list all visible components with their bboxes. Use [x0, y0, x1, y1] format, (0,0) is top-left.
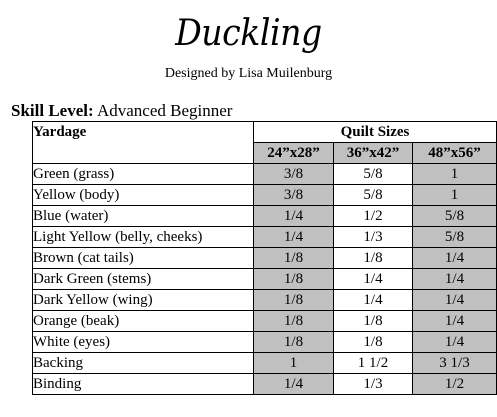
yardage-value: 5/8	[412, 205, 497, 227]
yardage-value: 1/8	[253, 331, 334, 353]
yardage-value: 1/4	[333, 268, 413, 290]
fabric-name: Yellow (body)	[32, 184, 254, 206]
yardage-value: 1	[412, 184, 497, 206]
table-row: Binding 1/4 1/3 1/2	[32, 373, 497, 395]
yardage-value: 3 1/3	[412, 352, 497, 374]
yardage-value: 1/4	[412, 331, 497, 353]
yardage-value: 1/8	[253, 310, 334, 332]
yardage-value: 1/4	[412, 289, 497, 311]
yardage-value: 1/4	[412, 310, 497, 332]
table-row: Brown (cat tails) 1/8 1/8 1/4	[32, 247, 497, 269]
skill-level-label: Skill Level:	[11, 101, 94, 120]
yardage-value: 1/4	[333, 289, 413, 311]
yardage-value: 1/4	[253, 205, 334, 227]
size-header: 48”x56”	[412, 142, 497, 164]
size-header: 24”x28”	[253, 142, 334, 164]
skill-level: Skill Level: Advanced Beginner	[11, 101, 232, 120]
table-row: Light Yellow (belly, cheeks) 1/4 1/3 5/8	[32, 226, 497, 248]
yardage-value: 1/8	[333, 247, 413, 269]
yardage-value: 1 1/2	[333, 352, 413, 374]
yardage-value: 5/8	[333, 184, 413, 206]
yardage-value: 3/8	[253, 184, 334, 206]
table-row: Orange (beak) 1/8 1/8 1/4	[32, 310, 497, 332]
fabric-name: Dark Green (stems)	[32, 268, 254, 290]
yardage-value: 3/8	[253, 163, 334, 185]
yardage-value: 1/4	[253, 373, 334, 395]
yardage-value: 1/8	[253, 247, 334, 269]
yardage-header: Yardage	[32, 121, 254, 164]
table-row: White (eyes) 1/8 1/8 1/4	[32, 331, 497, 353]
size-header: 36”x42”	[333, 142, 413, 164]
fabric-name: Blue (water)	[32, 205, 254, 227]
yardage-value: 1/4	[412, 247, 497, 269]
fabric-name: Green (grass)	[32, 163, 254, 185]
yardage-value: 1/8	[253, 289, 334, 311]
yardage-value: 1	[253, 352, 334, 374]
yardage-value: 1/8	[333, 331, 413, 353]
fabric-name: White (eyes)	[32, 331, 254, 353]
table-row: Dark Yellow (wing) 1/8 1/4 1/4	[32, 289, 497, 311]
fabric-name: Backing	[32, 352, 254, 374]
fabric-name: Brown (cat tails)	[32, 247, 254, 269]
table-row: Blue (water) 1/4 1/2 5/8	[32, 205, 497, 227]
yardage-value: 1/2	[333, 205, 413, 227]
pattern-title: Duckling	[175, 13, 322, 54]
fabric-name: Binding	[32, 373, 254, 395]
table-row: Green (grass) 3/8 5/8 1	[32, 163, 497, 185]
yardage-value: 1	[412, 163, 497, 185]
yardage-value: 1/2	[412, 373, 497, 395]
designer-credit: Designed by Lisa Muilenburg	[164, 66, 333, 81]
yardage-value: 1/4	[253, 226, 334, 248]
yardage-value: 5/8	[412, 226, 497, 248]
yardage-value: 1/3	[333, 226, 413, 248]
skill-level-value: Advanced Beginner	[96, 101, 233, 120]
yardage-value: 1/8	[253, 268, 334, 290]
table-row: Yellow (body) 3/8 5/8 1	[32, 184, 497, 206]
table-header-row: Yardage Quilt Sizes	[32, 121, 497, 164]
yardage-value: 5/8	[333, 163, 413, 185]
quilt-sizes-header: Quilt Sizes	[253, 121, 497, 143]
yardage-value: 1/8	[333, 310, 413, 332]
table-row: Backing 1 1 1/2 3 1/3	[32, 352, 497, 374]
yardage-value: 1/4	[412, 268, 497, 290]
fabric-name: Orange (beak)	[32, 310, 254, 332]
fabric-name: Light Yellow (belly, cheeks)	[32, 226, 254, 248]
yardage-value: 1/3	[333, 373, 413, 395]
fabric-name: Dark Yellow (wing)	[32, 289, 254, 311]
table-row: Dark Green (stems) 1/8 1/4 1/4	[32, 268, 497, 290]
size-header-row: 24”x28” 36”x42” 48”x56”	[33, 142, 497, 164]
yardage-table: Yardage Quilt Sizes 24”x28” 36”x42” 48”x…	[32, 121, 497, 395]
